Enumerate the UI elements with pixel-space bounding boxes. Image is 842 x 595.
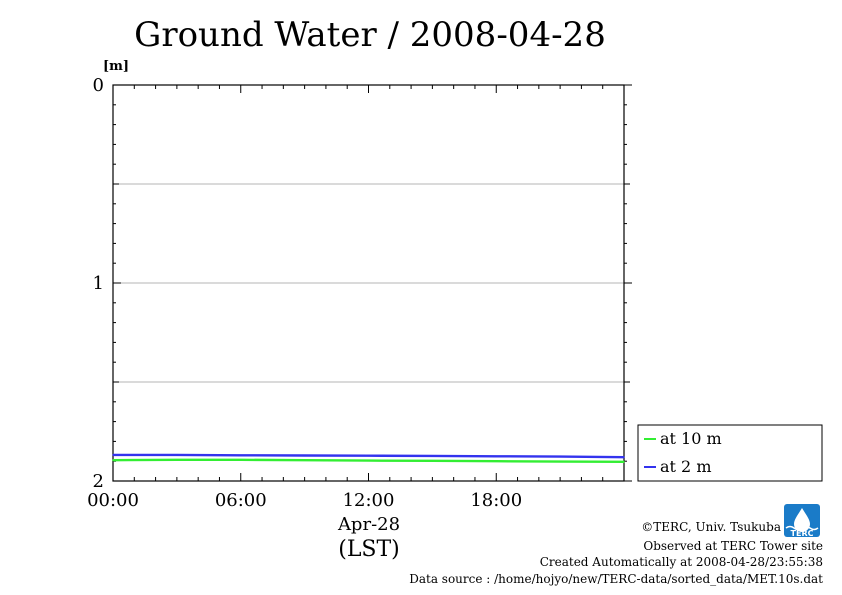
x-tick-label-2: 12:00 (343, 490, 395, 511)
series-0-point-0 (112, 459, 114, 462)
series-0-point-8 (623, 460, 625, 463)
x-ticks: 00:00 06:00 12:00 18:00 (87, 85, 625, 511)
series-1-point-5 (431, 455, 434, 457)
series-1-point-3 (303, 454, 306, 457)
series-1-point-1 (176, 454, 178, 456)
chart-title: Ground Water / 2008-04-28 (134, 15, 606, 55)
terc-logo-text: TERC (791, 529, 814, 538)
series-1-point-0 (112, 454, 114, 456)
y-tick-label-0: 0 (93, 75, 104, 96)
series-0-point-7 (559, 460, 561, 463)
legend-label-2m: at 2 m (660, 457, 712, 476)
series-1-point-4 (367, 454, 370, 457)
series-1-point-7 (559, 455, 561, 458)
credit-copyright: ©TERC, Univ. Tsukuba (641, 520, 781, 534)
terc-logo: TERC (784, 504, 820, 538)
y-unit-label: [m] (103, 59, 129, 74)
wave-icon (785, 525, 819, 531)
y-ticks: 0 1 2 (93, 75, 632, 492)
series-lines (112, 453, 625, 463)
credit-created: Created Automatically at 2008-04-28/23:5… (540, 555, 823, 569)
legend: at 10 m at 2 m (637, 424, 823, 482)
legend-box (637, 424, 823, 482)
series-1-point-8 (623, 456, 625, 459)
series-0-point-4 (367, 459, 370, 462)
credit-source: Data source : /home/hojyo/new/TERC-data/… (409, 572, 823, 586)
x-tick-label-0: 00:00 (87, 490, 139, 511)
x-tick-label-3: 18:00 (470, 490, 522, 511)
credit-observed: Observed at TERC Tower site (643, 539, 823, 553)
gridlines (113, 183, 624, 383)
x-date-label: Apr-28 (337, 514, 400, 535)
series-1-point-2 (239, 454, 242, 457)
y-tick-label-1: 1 (93, 273, 104, 294)
series-0-point-2 (239, 459, 242, 461)
series-1-point-6 (495, 455, 498, 458)
x-timezone-label: (LST) (338, 537, 400, 562)
series-0-point-6 (495, 460, 498, 463)
series-0-point-1 (176, 459, 178, 461)
legend-label-10m: at 10 m (660, 429, 722, 448)
y-tick-label-2: 2 (93, 471, 104, 492)
series-0-point-3 (303, 459, 306, 462)
series-0-point-5 (431, 460, 434, 462)
x-tick-label-1: 06:00 (215, 490, 267, 511)
